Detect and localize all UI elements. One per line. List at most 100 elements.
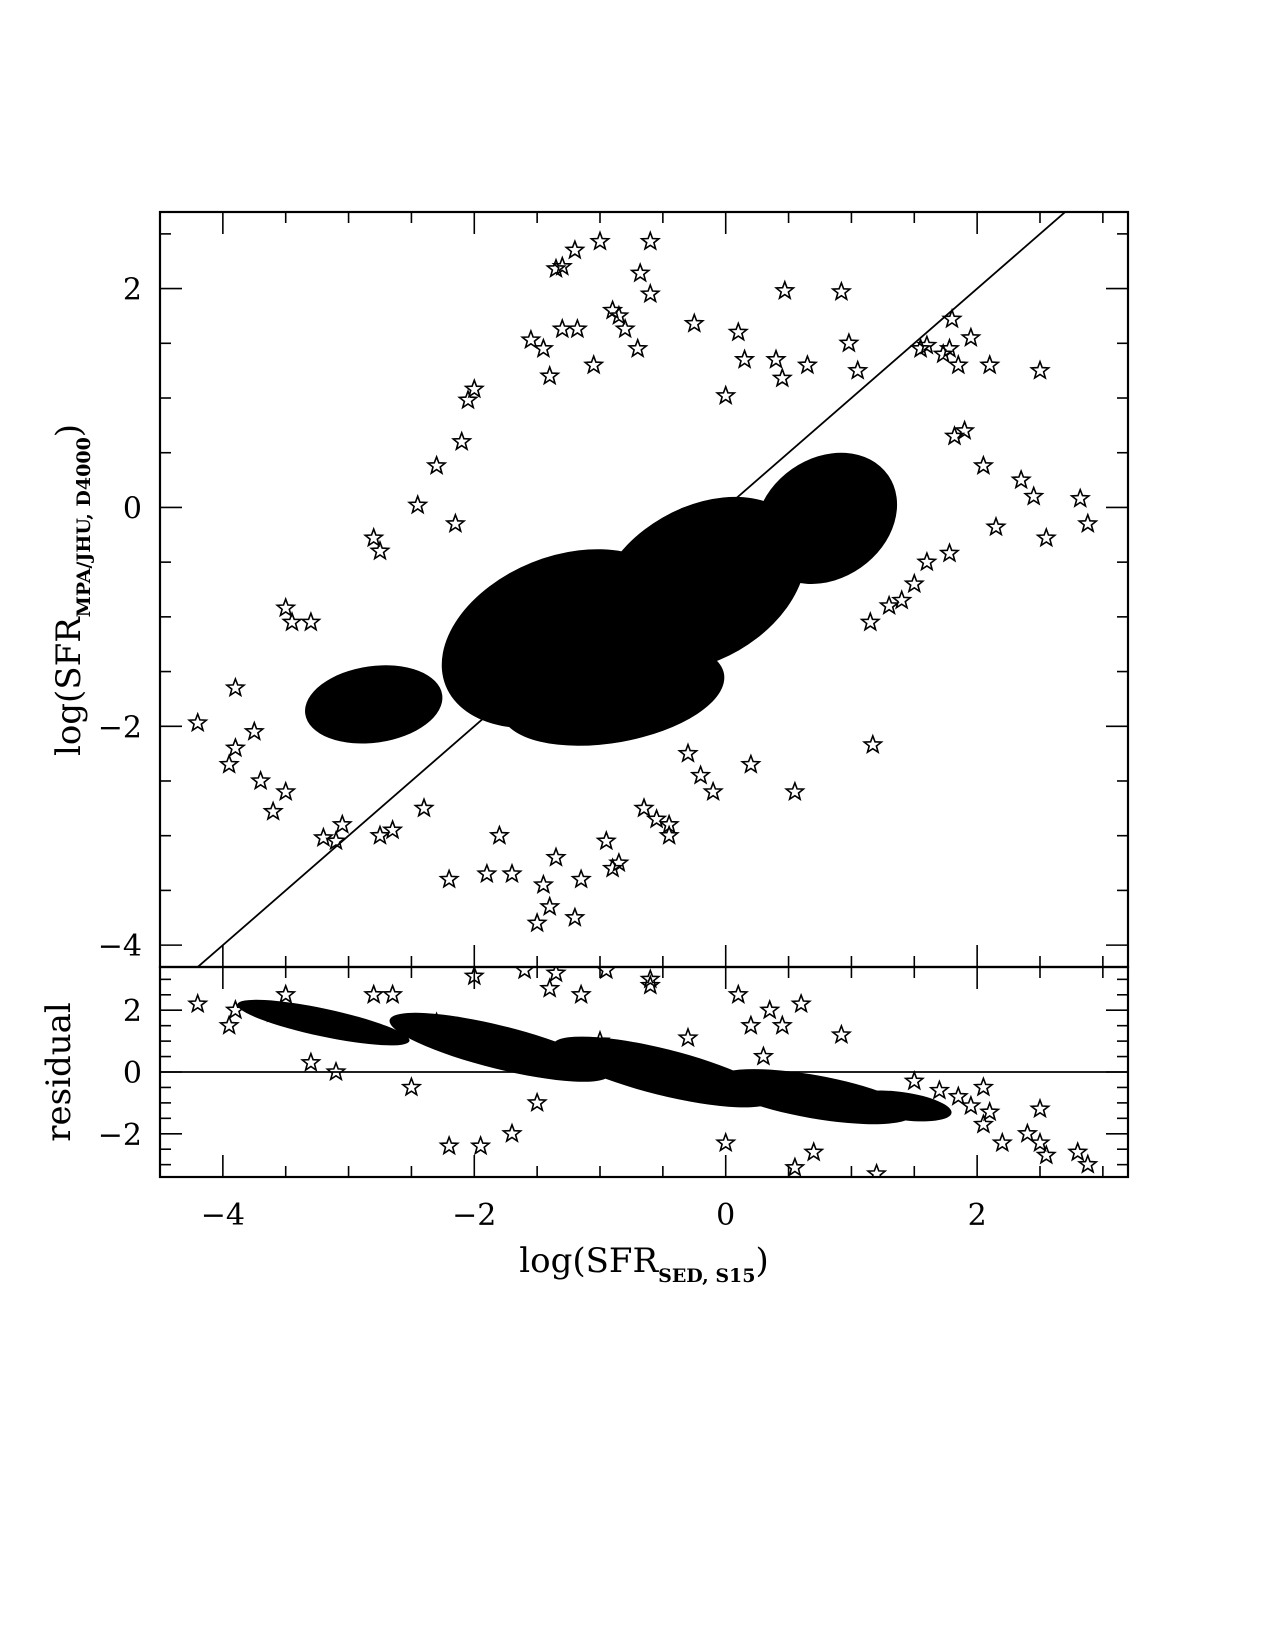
residual-scatter-points: [187, 967, 1099, 1177]
main-scatter-point: [566, 317, 589, 339]
main-scatter-point: [532, 873, 555, 895]
main-scatter-point: [551, 317, 573, 339]
main-scatter-point: [941, 307, 963, 329]
main-scatter-point: [187, 711, 209, 733]
main-scatter-point: [953, 419, 976, 440]
main-scatter-point: [715, 384, 737, 405]
residual-dense-region: [714, 1069, 913, 1125]
residual-scatter-point: [784, 1156, 806, 1177]
main-scatter-point: [608, 304, 630, 326]
residual-dense-region: [389, 1012, 610, 1082]
residual-ticks: [159, 967, 1128, 1177]
residual-panel: −2 0 2 −4 −2 0 2 residual log(SFRSED, S15): [39, 965, 1130, 1287]
main-scatter-point: [938, 542, 961, 563]
main-y-tick-label: −2: [98, 710, 142, 745]
residual-scatter-point: [514, 967, 535, 980]
main-scatter-point: [564, 906, 586, 927]
residual-scatter-point: [325, 1060, 347, 1082]
residual-scatter-point: [865, 1162, 888, 1177]
main-scatter-point: [501, 862, 523, 884]
main-scatter-point: [601, 857, 624, 878]
main-scatter-point: [947, 353, 969, 375]
residual-scatter-point: [972, 1076, 995, 1097]
main-y-axis-label: log(SFRMPA/JHU, D4000): [49, 424, 95, 756]
x-tick-labels: −4 −2 0 2: [201, 1198, 987, 1233]
main-scatter-point: [932, 342, 954, 364]
main-scatter-point: [796, 353, 819, 375]
main-scatter-point: [614, 317, 636, 339]
main-scatter-point: [765, 348, 787, 369]
main-scatter-point: [862, 733, 884, 755]
main-scatter-point: [658, 813, 680, 834]
residual-scatter-point: [589, 1029, 611, 1051]
residual-scatter-point: [639, 974, 661, 995]
residual-scatter-point: [1077, 1153, 1099, 1174]
main-scatter-point: [689, 764, 712, 785]
main-scatter-point: [369, 824, 391, 845]
main-scatter-point: [526, 911, 548, 933]
main-scatter-point: [331, 813, 353, 834]
main-scatter-point: [658, 824, 680, 845]
residual-scatter-point: [740, 1014, 762, 1035]
main-scatter-point: [627, 337, 649, 358]
main-scatter-point: [218, 753, 240, 774]
residual-scatter-point: [438, 1134, 460, 1156]
main-scatter-point: [300, 611, 322, 632]
main-scatter-point: [583, 353, 605, 375]
main-scatter-point: [733, 348, 756, 369]
main-scatter-point: [702, 780, 724, 802]
main-dense-region: [500, 641, 725, 746]
main-scatter-point: [1023, 485, 1045, 506]
residual-y-tick-label: 0: [123, 1056, 142, 1091]
residual-scatter-point: [381, 983, 404, 1004]
residual-scatter-point: [979, 1100, 1001, 1122]
residual-scatter-point: [526, 1091, 548, 1113]
residual-scatter-point: [425, 1011, 448, 1032]
main-dense-region: [755, 452, 898, 584]
main-scatter-point: [771, 366, 793, 388]
one-to-one-line: [196, 212, 1067, 967]
main-scatter-point: [407, 493, 429, 515]
main-scatter-point: [224, 736, 247, 758]
main-ticks: [159, 212, 1128, 967]
main-scatter-point: [960, 326, 982, 347]
residual-scatter-point: [639, 968, 661, 989]
main-scatter-point: [545, 846, 567, 867]
residual-scatter-point: [1029, 1097, 1051, 1119]
residual-scatter-point: [224, 998, 247, 1020]
main-scatter-point: [1010, 468, 1032, 490]
main-panel: −4 −2 0 2 log(SFRMPA/JHU, D4000): [49, 210, 1130, 969]
residual-y-tick-label: −2: [98, 1118, 142, 1153]
main-scatter-point: [639, 282, 661, 304]
main-scatter-point: [916, 334, 938, 355]
main-scatter-point: [369, 539, 391, 561]
main-scatter-point: [891, 589, 913, 610]
main-scatter-point: [633, 796, 655, 818]
main-scatter-point: [859, 610, 881, 632]
main-scatter-point: [413, 796, 435, 818]
main-scatter-point: [425, 454, 448, 475]
main-scatter-point: [281, 610, 303, 632]
main-scatter-point: [249, 769, 272, 791]
main-scatter-point: [262, 800, 284, 821]
residual-scatter-point: [187, 992, 209, 1014]
main-scatter-point: [463, 378, 485, 399]
main-y-tick-labels: −4 −2 0 2: [98, 273, 142, 965]
main-scatter-point: [979, 353, 1001, 375]
main-scatter-point: [972, 454, 995, 475]
main-scatter-point: [381, 818, 404, 840]
main-scatter-point: [570, 868, 592, 889]
main-scatter-point: [363, 526, 385, 548]
main-scatter-point: [740, 753, 762, 774]
main-scatter-point: [312, 826, 335, 848]
main-scatter-point: [847, 359, 869, 380]
residual-dense-region: [851, 1090, 952, 1122]
main-scatter-point: [243, 720, 265, 741]
main-scatter-point: [683, 312, 705, 333]
main-y-tick-label: 2: [123, 273, 142, 308]
main-scatter-point: [601, 299, 624, 320]
main-scatter-point: [451, 430, 473, 451]
main-scatter-point: [916, 550, 938, 572]
main-dense-region: [595, 496, 806, 672]
main-scatter-point: [488, 824, 511, 845]
